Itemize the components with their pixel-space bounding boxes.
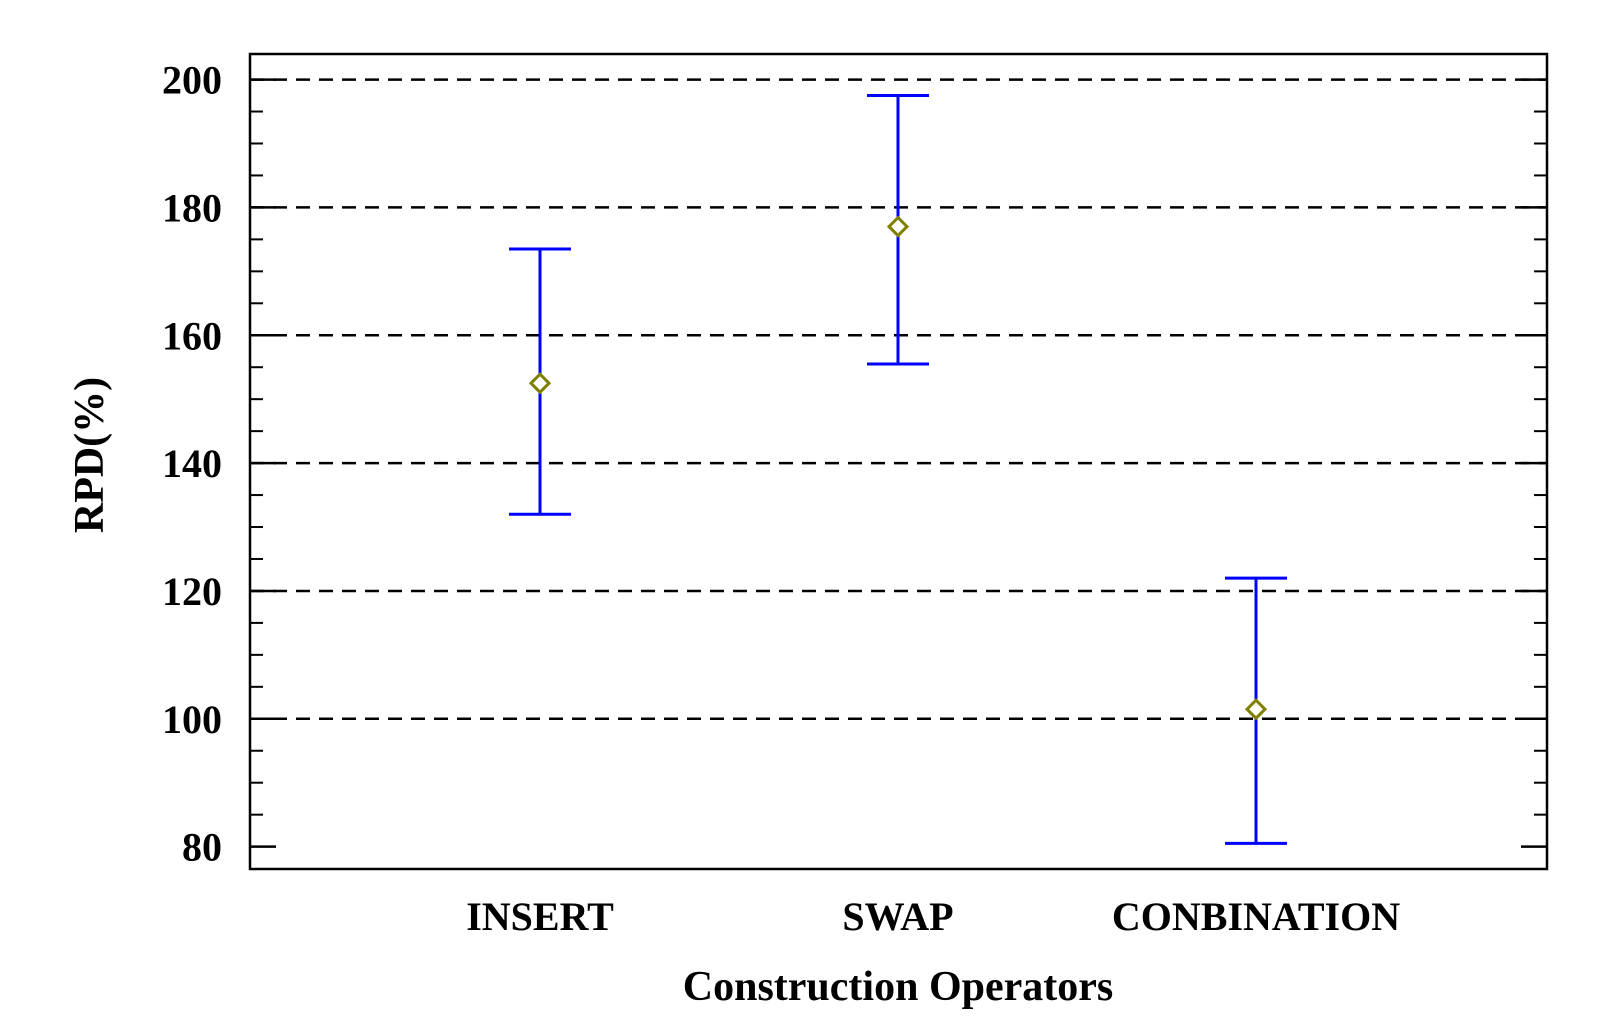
axis-ticks — [250, 78, 1547, 848]
x-tick-label-insert: INSERT — [466, 894, 614, 939]
y-tick-label: 80 — [182, 825, 222, 870]
y-tick-label: 200 — [162, 58, 222, 103]
interval-series — [509, 94, 1287, 845]
x-tick-labels: INSERT SWAP CONBINATION — [466, 894, 1400, 939]
x-tick-label-conbination: CONBINATION — [1112, 894, 1400, 939]
mean-marker-conbination — [1244, 698, 1268, 721]
plot-frame — [248, 52, 1549, 871]
x-axis-title: Construction Operators — [683, 964, 1113, 1010]
mean-marker-insert — [528, 372, 552, 395]
x-tick-label-swap: SWAP — [842, 894, 953, 939]
mean-marker-swap — [886, 215, 910, 238]
y-tick-label: 180 — [162, 185, 222, 230]
y-axis-title: RPD(%) — [67, 377, 113, 533]
y-tick-label: 160 — [162, 313, 222, 358]
y-tick-labels: 80 100 120 140 160 180 200 — [162, 58, 222, 870]
y-tick-label: 140 — [162, 441, 222, 486]
y-tick-label: 100 — [162, 697, 222, 742]
y-tick-label: 120 — [162, 569, 222, 614]
